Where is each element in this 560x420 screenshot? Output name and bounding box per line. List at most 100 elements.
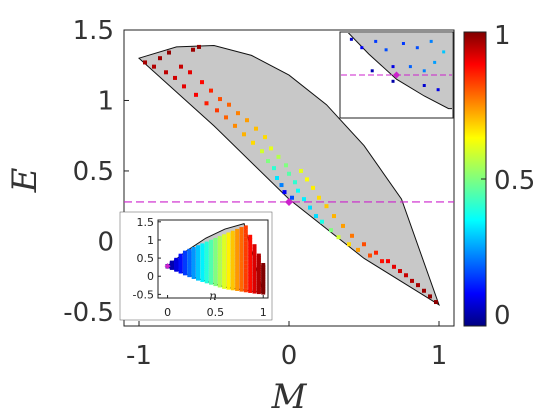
data-point — [347, 242, 351, 247]
inset-data-point — [235, 243, 240, 248]
inset-data-point — [239, 283, 244, 288]
inset-data-point — [256, 253, 261, 258]
inset-x-tick-label: 0.5 — [207, 306, 225, 319]
inset-data-point — [252, 272, 257, 277]
data-point — [336, 235, 341, 240]
zoom-data-point — [370, 69, 374, 73]
inset-data-point — [230, 241, 235, 246]
data-point — [215, 108, 219, 113]
inset-data-point — [217, 239, 222, 244]
inset-data-point — [239, 280, 244, 285]
inset-data-point — [256, 276, 261, 281]
inset-data-point — [204, 272, 209, 277]
inset-data-point — [256, 283, 261, 288]
zoom-data-point — [422, 84, 426, 87]
inset-data-point — [209, 239, 214, 244]
inset-data-point — [200, 265, 205, 270]
inset-data-point — [204, 251, 209, 256]
inset-data-point — [200, 269, 205, 274]
inset-data-point — [256, 290, 261, 295]
inset-data-point — [243, 248, 248, 253]
data-point — [368, 253, 372, 258]
scatter-points — [143, 44, 438, 305]
data-point — [188, 70, 192, 75]
inset-data-point — [213, 257, 218, 262]
inset-data-point — [230, 255, 235, 260]
inset-data-point — [252, 286, 257, 291]
inset-data-point — [252, 289, 257, 294]
inset-data-point — [235, 236, 240, 241]
inset-data-point — [248, 278, 253, 283]
inset-data-point — [252, 261, 257, 266]
inset-data-point — [239, 245, 244, 250]
inset-data-point — [252, 283, 257, 288]
inset-data-point — [226, 279, 231, 284]
inset-data-point — [200, 262, 205, 267]
inset-data-point — [256, 260, 261, 265]
inset-data-point — [226, 285, 231, 290]
inset-data-point — [252, 278, 257, 283]
inset-y-tick-label: 0 — [147, 270, 154, 283]
inset-data-point — [248, 285, 253, 290]
inset-data-point — [226, 255, 231, 260]
data-point — [341, 223, 345, 228]
inset-y-tick-label: 1 — [147, 234, 154, 247]
inset-data-point — [243, 284, 248, 289]
inset-data-point — [213, 251, 218, 256]
y-tick-label: 0.5 — [73, 157, 114, 187]
inset-data-point — [248, 272, 253, 277]
inset-data-point — [239, 242, 244, 247]
data-point — [428, 294, 432, 299]
inset-data-point — [248, 234, 253, 239]
inset-data-point — [187, 248, 192, 253]
inset-data-point — [252, 252, 257, 257]
inset-data-point — [200, 252, 205, 257]
data-point — [311, 185, 315, 190]
data-point — [404, 273, 408, 278]
inset-data-point — [213, 237, 218, 242]
colorbar-tick-label: 0 — [494, 301, 511, 331]
inset-data-point — [243, 268, 248, 273]
inset-data-point — [243, 272, 248, 277]
inset-data-point — [226, 242, 231, 247]
inset-data-point — [209, 260, 214, 265]
data-point — [233, 123, 237, 128]
inset-data-point — [248, 241, 253, 246]
inset-data-point — [252, 275, 257, 280]
inset-data-point — [182, 250, 187, 255]
x-axis-label: M — [271, 377, 308, 417]
inset-data-point — [191, 247, 196, 252]
inset-data-point — [204, 241, 209, 246]
data-point — [314, 214, 318, 219]
zoom-scatter-points — [349, 37, 446, 92]
data-point — [194, 92, 198, 97]
inset-data-point — [230, 237, 235, 242]
data-point — [191, 47, 195, 52]
data-point — [197, 44, 201, 49]
data-point — [410, 278, 414, 283]
inset-data-point — [217, 245, 222, 250]
inset-data-point — [200, 243, 205, 248]
data-point — [299, 168, 303, 173]
inset-data-point — [213, 240, 218, 245]
inset-data-point — [169, 260, 174, 265]
inset-data-point — [230, 248, 235, 253]
inset-data-point — [213, 246, 218, 251]
inset-data-point — [217, 256, 222, 261]
zoom-data-point — [391, 65, 395, 69]
inset-data-point — [248, 238, 253, 243]
inset-data-point — [256, 255, 261, 260]
inset-data-point — [222, 253, 227, 258]
inset-data-point — [248, 255, 253, 260]
inset-data-point — [230, 275, 235, 280]
inset-data-point — [209, 273, 214, 278]
inset-data-point — [239, 272, 244, 277]
inset-data-point — [256, 285, 261, 290]
n-inset: 0 0.5 1 1.510.50-0.5 n — [119, 211, 273, 321]
inset-data-point — [222, 272, 227, 277]
inset-data-point — [222, 246, 227, 251]
inset-y-tick-label: -0.5 — [133, 288, 154, 301]
inset-data-point — [252, 244, 257, 249]
inset-data-point — [243, 252, 248, 257]
y-axis-label: E — [5, 167, 45, 193]
